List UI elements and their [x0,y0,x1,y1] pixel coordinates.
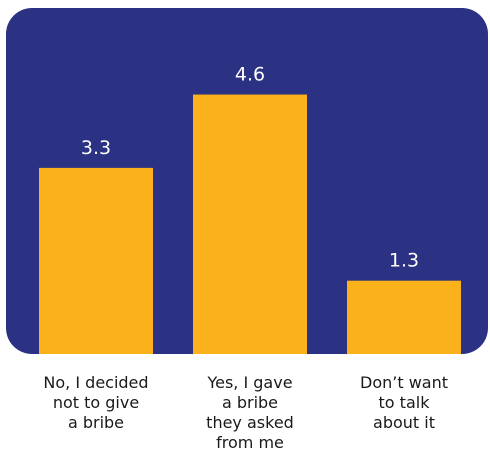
category-label-line: No, I decided [43,373,149,392]
category-label-line: a bribe [67,413,125,432]
value-labels-group: 3.3 4.6 1.3 [81,64,419,272]
category-label-line: a bribe [221,393,279,412]
category-label-1: Yes, I gave a bribe they asked from me [185,373,315,453]
value-label-0: 3.3 [81,137,111,159]
bar-1 [193,94,307,354]
bar-0 [39,167,153,354]
category-label-0: No, I decided not to give a bribe [31,373,161,433]
category-label-line: to talk [378,393,430,412]
category-label-2: Don’t want to talk about it [339,373,469,433]
category-label-line: they asked [206,413,294,432]
value-label-2: 1.3 [389,250,419,272]
bars-group [39,94,461,354]
category-label-line: not to give [52,393,140,412]
category-label-line: Don’t want [360,373,448,392]
category-label-line: about it [373,413,435,432]
bar-2 [347,280,461,354]
value-label-1: 4.6 [235,64,265,86]
category-label-line: Yes, I gave [207,373,293,392]
bar-chart: 3.3 4.6 1.3 [6,8,488,354]
category-label-line: from me [216,433,284,452]
